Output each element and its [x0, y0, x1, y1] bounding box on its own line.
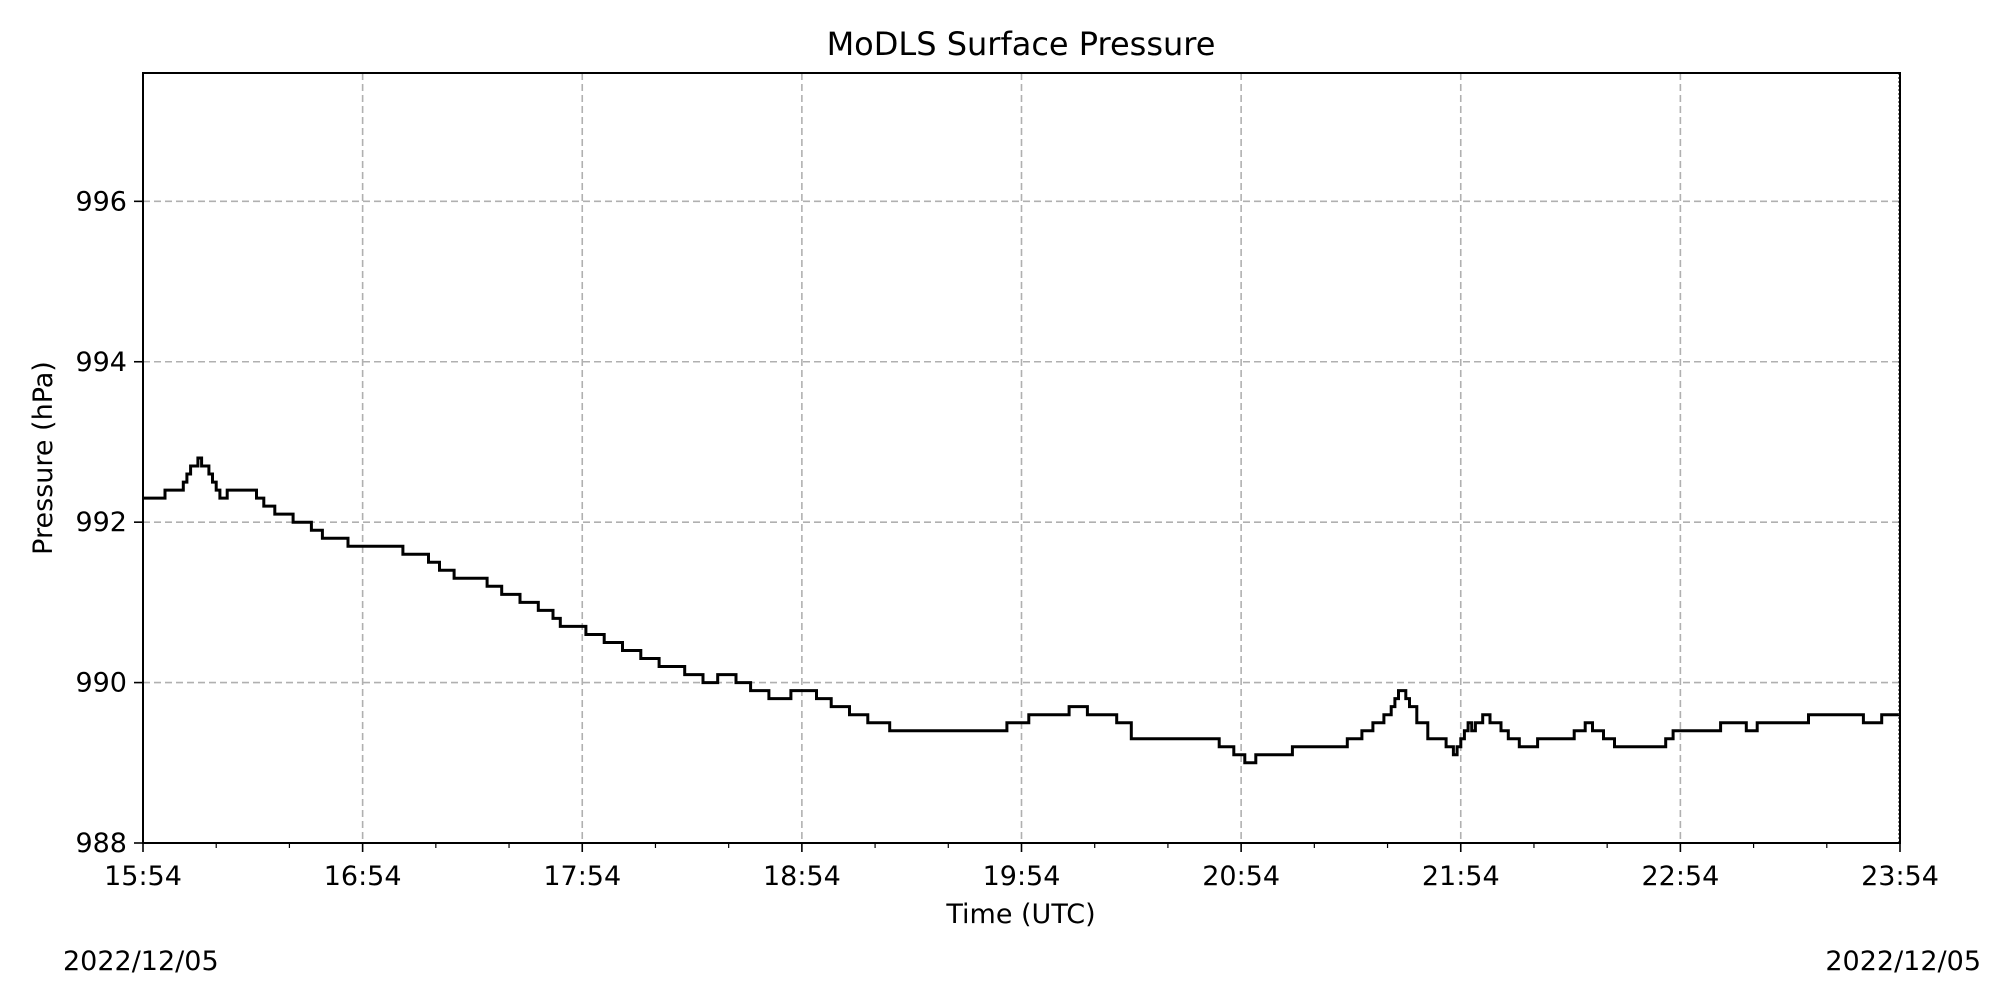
- axes: 15:54 16:54 17:54 18:54 19:54 20:54 21:54 22:54…: [75, 186, 1938, 892]
- y-tick-label: 992: [75, 507, 127, 538]
- x-tick-label: 17:54: [543, 861, 621, 892]
- x-axis-label: Time (UTC): [945, 899, 1095, 930]
- x-tick-label: 21:54: [1422, 861, 1500, 892]
- grid: [142, 73, 1901, 844]
- series-line-0: [143, 456, 1900, 765]
- x-tick-label: 19:54: [983, 861, 1061, 892]
- y-tick-label: 994: [75, 347, 127, 378]
- date-label-right: 2022/12/05: [1825, 946, 1981, 977]
- x-tick-label: 22:54: [1641, 861, 1719, 892]
- y-tick-label: 990: [75, 668, 127, 699]
- x-tick-label: 16:54: [324, 861, 402, 892]
- chart-title: MoDLS Surface Pressure: [827, 25, 1216, 63]
- date-label-left: 2022/12/05: [63, 946, 219, 977]
- x-tick-label: 23:54: [1861, 861, 1939, 892]
- y-axis-label: Pressure (hPa): [28, 361, 59, 555]
- x-tick-label: 20:54: [1202, 861, 1280, 892]
- y-tick-label: 996: [75, 186, 127, 217]
- x-tick-label: 15:54: [104, 861, 182, 892]
- y-tick-label: 988: [75, 828, 127, 859]
- x-tick-label: 18:54: [763, 861, 841, 892]
